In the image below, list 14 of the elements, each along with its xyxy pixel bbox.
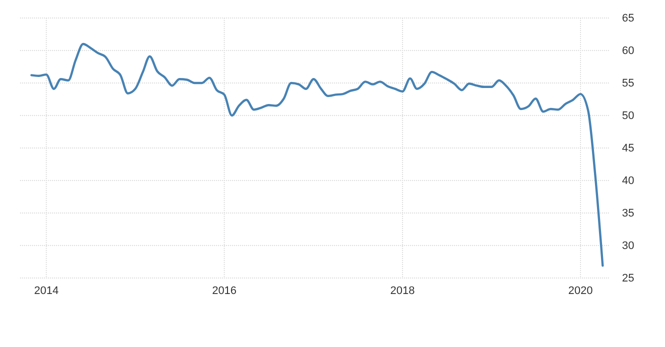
y-tick-label: 45 bbox=[622, 142, 634, 155]
y-tick-label: 40 bbox=[622, 175, 634, 188]
y-tick-label: 30 bbox=[622, 240, 634, 252]
y-tick-label: 55 bbox=[622, 78, 634, 90]
x-tick-label: 2018 bbox=[390, 284, 415, 297]
x-tick-label: 2016 bbox=[212, 284, 237, 297]
y-tick-label: 60 bbox=[622, 45, 634, 58]
x-tick-label: 2020 bbox=[568, 284, 593, 297]
x-tick-label: 2014 bbox=[34, 284, 59, 297]
y-tick-label: 25 bbox=[622, 272, 634, 285]
line-series bbox=[30, 42, 604, 267]
y-tick-label: 65 bbox=[622, 12, 634, 25]
y-tick-label: 50 bbox=[622, 110, 634, 122]
y-tick-label: 35 bbox=[622, 208, 634, 220]
